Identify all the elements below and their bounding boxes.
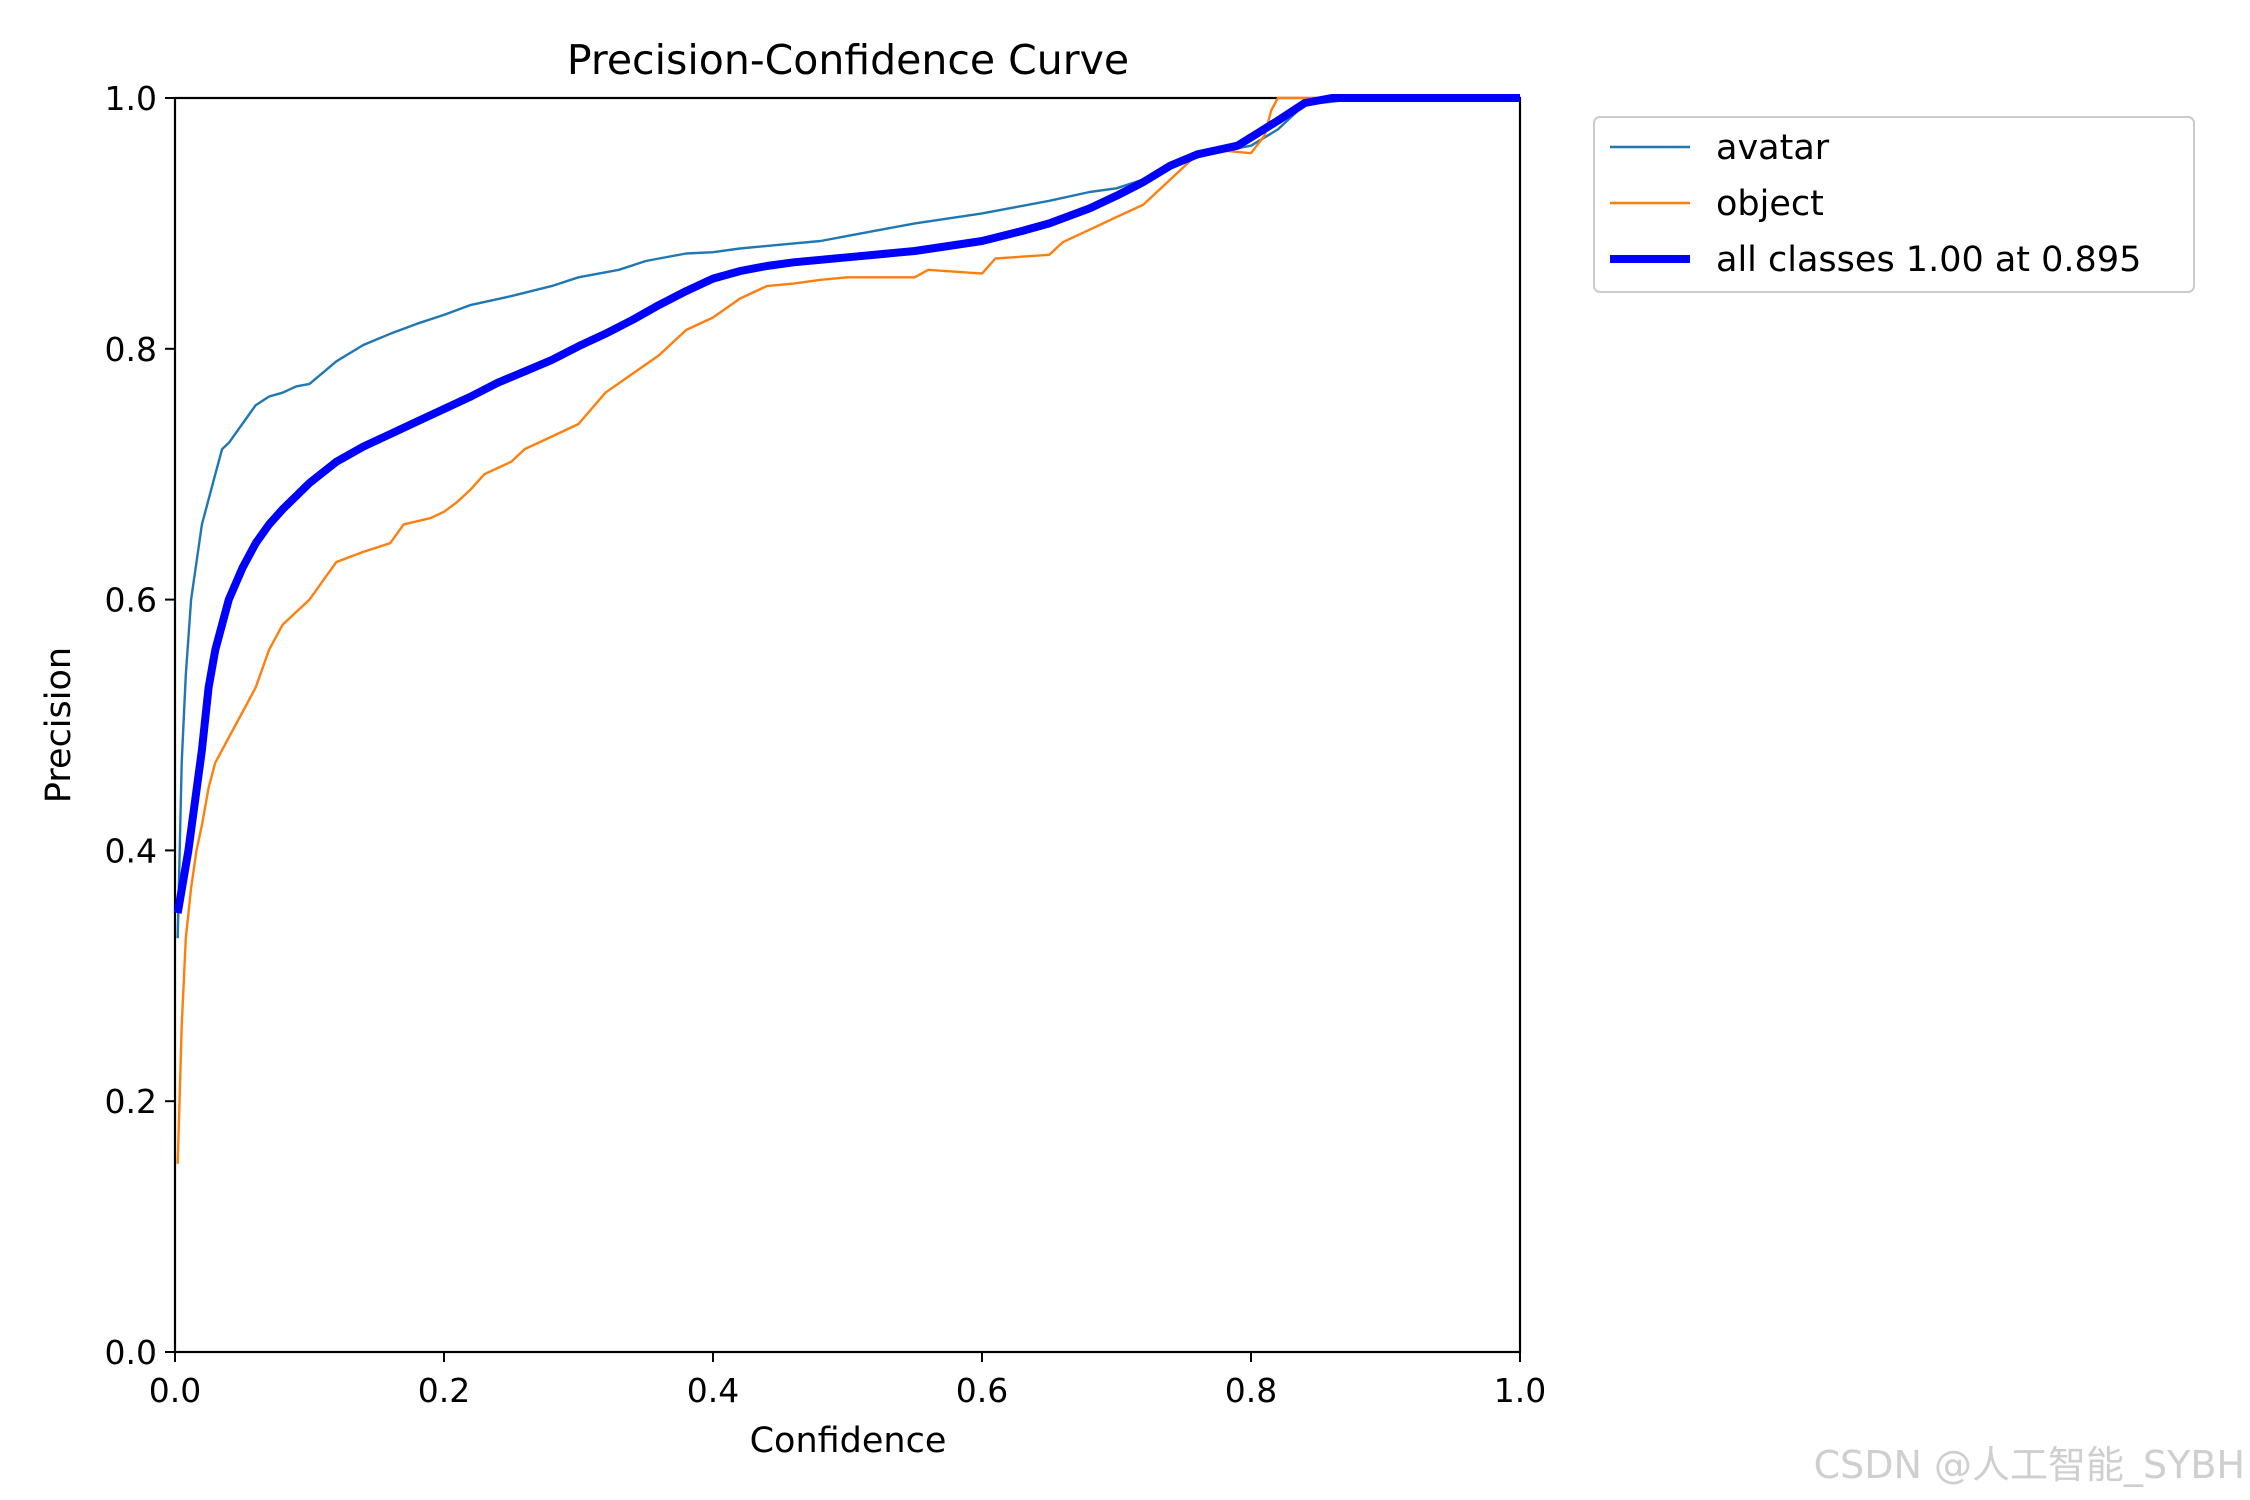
y-tick-label: 0.6 (105, 581, 157, 620)
series-line-0 (176, 96, 1520, 939)
y-axis-label: Precision (39, 647, 79, 803)
series-lines (173, 94, 1520, 1164)
chart-title: Precision-Confidence Curve (567, 36, 1129, 84)
x-tick-label: 1.0 (1494, 1371, 1546, 1410)
x-tick-label: 0.4 (687, 1371, 739, 1410)
legend-label-2: all classes 1.00 at 0.895 (1716, 240, 2141, 280)
legend-box (1593, 116, 2195, 293)
series-line-1 (176, 96, 1520, 1164)
x-tick-label: 0.6 (956, 1371, 1008, 1410)
series-line-2 (173, 94, 1520, 914)
y-tick-label: 0.2 (105, 1082, 157, 1121)
legend-label-0: avatar (1716, 128, 1830, 168)
x-tick-label: 0.8 (1225, 1371, 1277, 1410)
plot-area-frame (173, 96, 1522, 1354)
y-tick-label: 0.8 (105, 330, 157, 369)
legend-label-1: object (1716, 184, 1824, 224)
x-tick-label: 0.0 (149, 1371, 201, 1410)
watermark: CSDN @人工智能_SYBH (1814, 1443, 2245, 1487)
y-tick-label: 0.0 (105, 1333, 157, 1372)
y-axis-ticks: 0.0 0.2 0.4 0.6 0.8 1.0 (105, 79, 175, 1372)
x-axis-label: Confidence (750, 1421, 947, 1461)
y-tick-label: 1.0 (105, 79, 157, 118)
legend: avatar object all classes 1.00 at 0.895 (1593, 116, 2195, 293)
y-tick-label: 0.4 (105, 831, 157, 870)
x-tick-label: 0.2 (418, 1371, 470, 1410)
x-axis-ticks: 0.0 0.2 0.4 0.6 0.8 1.0 (149, 1352, 1546, 1410)
